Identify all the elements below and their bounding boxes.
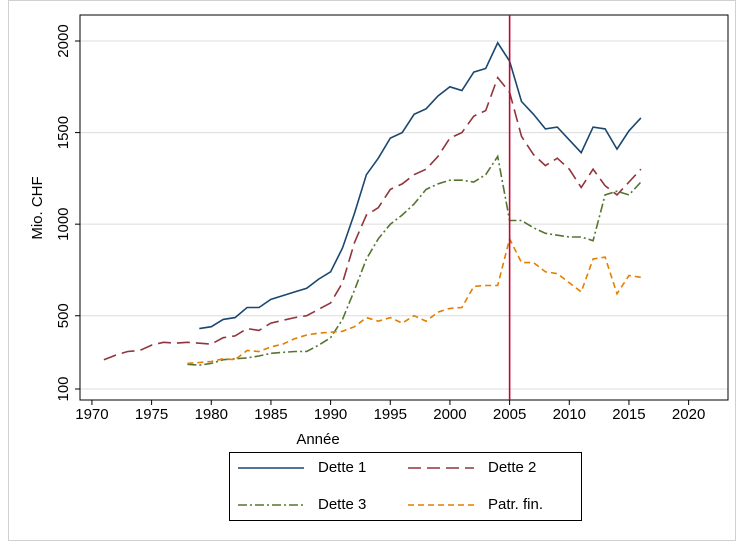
legend-label: Dette 3 [318, 496, 366, 513]
series-line [199, 41, 642, 330]
x-tick-label: 1975 [135, 406, 168, 423]
x-tick-label: 2015 [612, 406, 645, 423]
legend-box [229, 452, 582, 521]
x-tick-label: 1970 [75, 406, 108, 423]
x-tick-label: 1980 [195, 406, 228, 423]
x-tick-label: 2010 [553, 406, 586, 423]
series-line [187, 154, 642, 367]
y-axis-label: Mio. CHF [29, 176, 46, 239]
y-tick-label: 1500 [55, 116, 72, 149]
x-tick-label: 1985 [254, 406, 287, 423]
x-tick-label: 1995 [374, 406, 407, 423]
legend-label: Dette 2 [488, 459, 536, 476]
x-tick-label: 2005 [493, 406, 526, 423]
y-tick-label: 500 [55, 303, 72, 328]
y-tick-label: 2000 [55, 24, 72, 57]
y-tick-label: 100 [55, 376, 72, 401]
x-tick-label: 2020 [672, 406, 705, 423]
y-tick-label: 1000 [55, 207, 72, 240]
legend-label: Dette 1 [318, 459, 366, 476]
plot-border [79, 14, 729, 401]
x-axis-label: Année [296, 431, 339, 448]
series-line [103, 75, 642, 361]
x-tick-label: 1990 [314, 406, 347, 423]
series-line [187, 236, 642, 365]
x-tick-label: 2000 [433, 406, 466, 423]
frame [8, 0, 736, 541]
legend-label: Patr. fin. [488, 496, 543, 513]
